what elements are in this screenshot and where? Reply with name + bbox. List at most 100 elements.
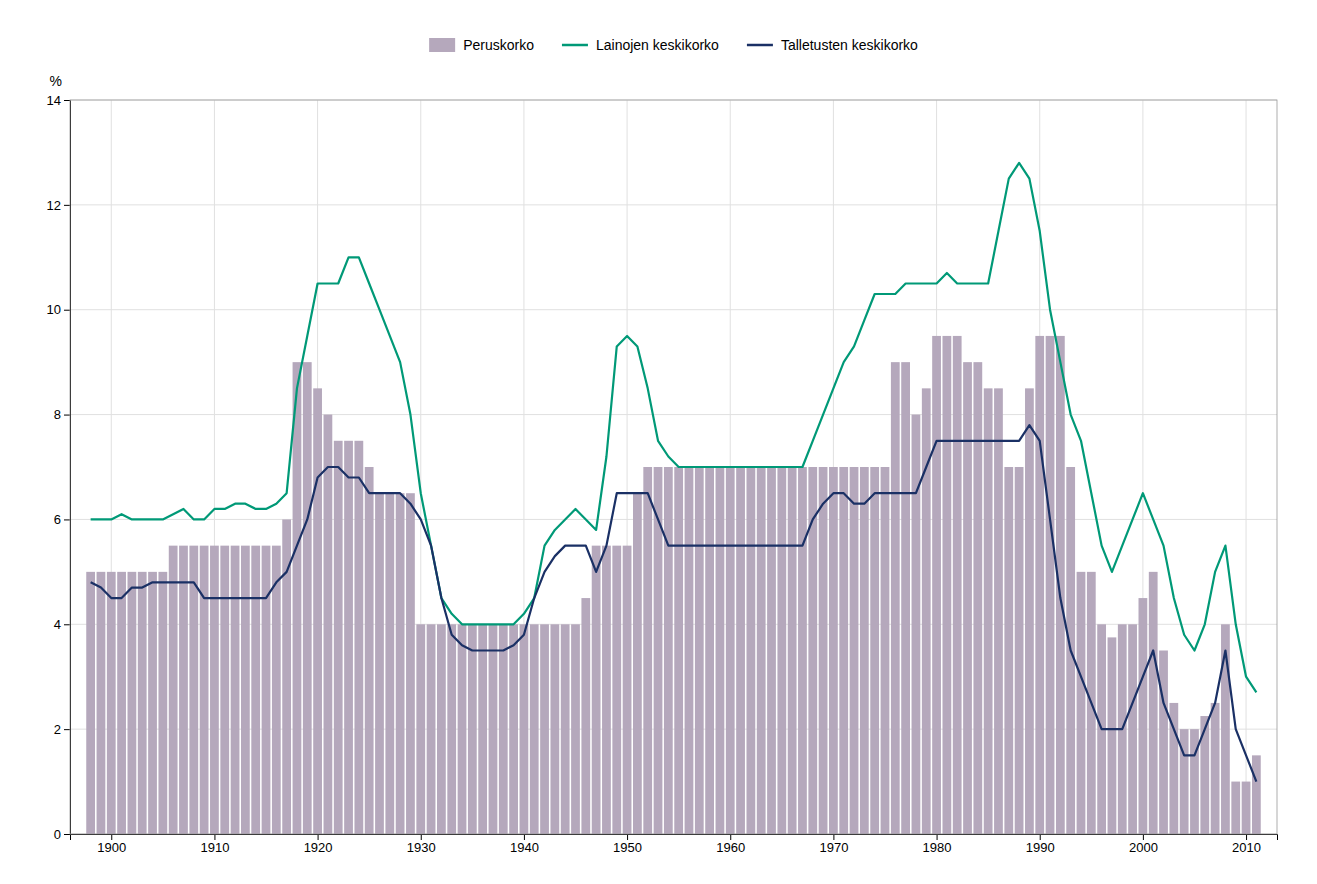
axis-label: % bbox=[50, 73, 62, 89]
bar bbox=[86, 572, 95, 834]
bar bbox=[839, 467, 848, 834]
tick-label: 1920 bbox=[304, 840, 333, 855]
grid-line bbox=[70, 624, 1277, 625]
bar bbox=[912, 415, 921, 834]
bar bbox=[633, 493, 642, 834]
tick: 1960 bbox=[716, 834, 745, 855]
tick-mark bbox=[64, 100, 70, 101]
bar bbox=[922, 388, 931, 834]
tick-mark bbox=[1143, 834, 1144, 840]
tick: 1970 bbox=[819, 834, 848, 855]
legend-swatch bbox=[562, 44, 588, 47]
bar bbox=[344, 441, 353, 834]
tick-label: 14 bbox=[47, 93, 61, 108]
bar bbox=[788, 467, 797, 834]
bar bbox=[592, 546, 601, 834]
bar bbox=[901, 362, 910, 834]
tick-mark bbox=[833, 834, 834, 840]
bar bbox=[643, 467, 652, 834]
legend: PeruskorkoLainojen keskikorkoTalletusten… bbox=[429, 37, 918, 53]
bar bbox=[530, 624, 539, 834]
bar bbox=[674, 467, 683, 834]
tick: 14 bbox=[47, 93, 70, 108]
bar bbox=[1128, 624, 1137, 834]
bar bbox=[767, 467, 776, 834]
line bbox=[91, 425, 1257, 782]
bar bbox=[612, 546, 621, 834]
bar bbox=[251, 546, 260, 834]
bar bbox=[850, 467, 859, 834]
bar bbox=[984, 388, 993, 834]
tick: 6 bbox=[54, 512, 70, 527]
bar bbox=[478, 624, 487, 834]
tick: 1980 bbox=[923, 834, 952, 855]
bar bbox=[231, 546, 240, 834]
tick-mark bbox=[524, 834, 525, 840]
bar bbox=[1108, 637, 1117, 834]
bar bbox=[375, 493, 384, 834]
tick-mark bbox=[627, 834, 628, 840]
bar bbox=[1035, 336, 1044, 834]
tick-label: 12 bbox=[47, 198, 61, 213]
bar bbox=[1211, 703, 1220, 834]
bar bbox=[324, 415, 333, 834]
grid-line bbox=[70, 414, 1277, 415]
tick-label: 1970 bbox=[819, 840, 848, 855]
bar bbox=[860, 467, 869, 834]
bar bbox=[1252, 755, 1261, 834]
bar bbox=[509, 624, 518, 834]
bar bbox=[293, 362, 302, 834]
tick: 1900 bbox=[97, 834, 126, 855]
bar bbox=[437, 624, 446, 834]
legend-swatch bbox=[429, 38, 455, 52]
bar bbox=[1242, 782, 1251, 834]
tick: 2000 bbox=[1129, 834, 1158, 855]
legend-label: Lainojen keskikorko bbox=[596, 37, 719, 53]
tick: 1920 bbox=[304, 834, 333, 855]
legend-item: Peruskorko bbox=[429, 37, 534, 53]
tick-mark bbox=[64, 205, 70, 206]
bar bbox=[1159, 651, 1168, 835]
bar bbox=[262, 546, 271, 834]
tick: 1990 bbox=[1026, 834, 1055, 855]
bar bbox=[1200, 716, 1209, 834]
bar bbox=[757, 467, 766, 834]
bar bbox=[777, 467, 786, 834]
tick-label: 4 bbox=[54, 617, 61, 632]
tick-mark bbox=[64, 834, 70, 835]
bar bbox=[953, 336, 962, 834]
tick-label: 1930 bbox=[407, 840, 436, 855]
bar bbox=[385, 493, 394, 834]
bar bbox=[581, 598, 590, 834]
plot-frame bbox=[70, 100, 1277, 834]
bar bbox=[695, 467, 704, 834]
y-axis: 02468101214 bbox=[47, 93, 71, 842]
bar bbox=[169, 546, 178, 834]
bar bbox=[489, 624, 498, 834]
tick-mark bbox=[64, 519, 70, 520]
tick: 8 bbox=[54, 407, 70, 422]
bar bbox=[881, 467, 890, 834]
tick: 10 bbox=[47, 302, 70, 317]
bar bbox=[128, 572, 137, 834]
tick-mark bbox=[64, 624, 70, 625]
bar bbox=[1231, 782, 1240, 834]
tick-mark bbox=[1040, 834, 1041, 840]
bar bbox=[540, 624, 549, 834]
bar bbox=[179, 546, 188, 834]
plot: 1900191019201930194019501960197019801990… bbox=[47, 73, 1278, 855]
tick-mark bbox=[214, 834, 215, 840]
bar bbox=[334, 441, 343, 834]
bar bbox=[468, 624, 477, 834]
tick: 1940 bbox=[510, 834, 539, 855]
bar bbox=[220, 546, 229, 834]
bar bbox=[365, 467, 374, 834]
bar bbox=[1077, 572, 1086, 834]
tick-label: 1940 bbox=[510, 840, 539, 855]
legend-label: Peruskorko bbox=[463, 37, 534, 53]
bar bbox=[664, 467, 673, 834]
bar bbox=[736, 467, 745, 834]
grid-line bbox=[1246, 100, 1247, 834]
axis-line bbox=[64, 101, 71, 835]
bar bbox=[499, 624, 508, 834]
